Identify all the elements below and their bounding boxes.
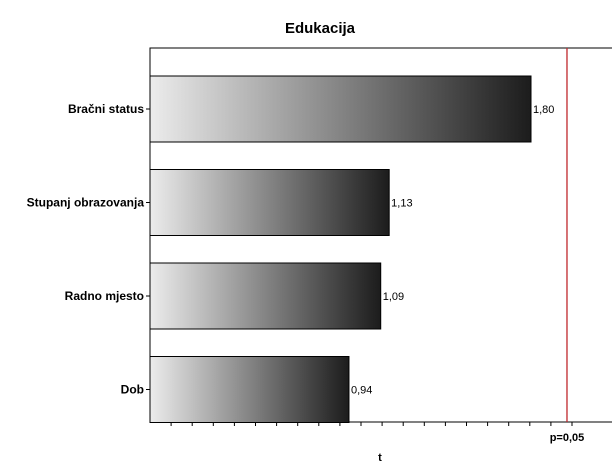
chart-title: Edukacija — [285, 20, 356, 37]
category-label: Stupanj obrazovanja — [27, 196, 145, 210]
value-label: 1,13 — [391, 198, 412, 210]
bar — [149, 262, 382, 330]
category-label: Bračni status — [68, 102, 144, 116]
value-label: 1,09 — [383, 291, 404, 303]
category-label: Dob — [121, 383, 144, 397]
bar — [149, 356, 350, 423]
value-label: 0,94 — [351, 385, 372, 397]
bar — [149, 169, 390, 236]
bars: Bračni status 1,80 Stupanj obrazovanja 1,13… — [27, 75, 554, 423]
category-label: Radno mjesto — [65, 289, 144, 303]
x-axis-label: t — [378, 452, 382, 464]
reference-line-label: p=0,05 — [550, 432, 585, 444]
bar — [149, 75, 532, 143]
value-label: 1,80 — [533, 104, 554, 116]
